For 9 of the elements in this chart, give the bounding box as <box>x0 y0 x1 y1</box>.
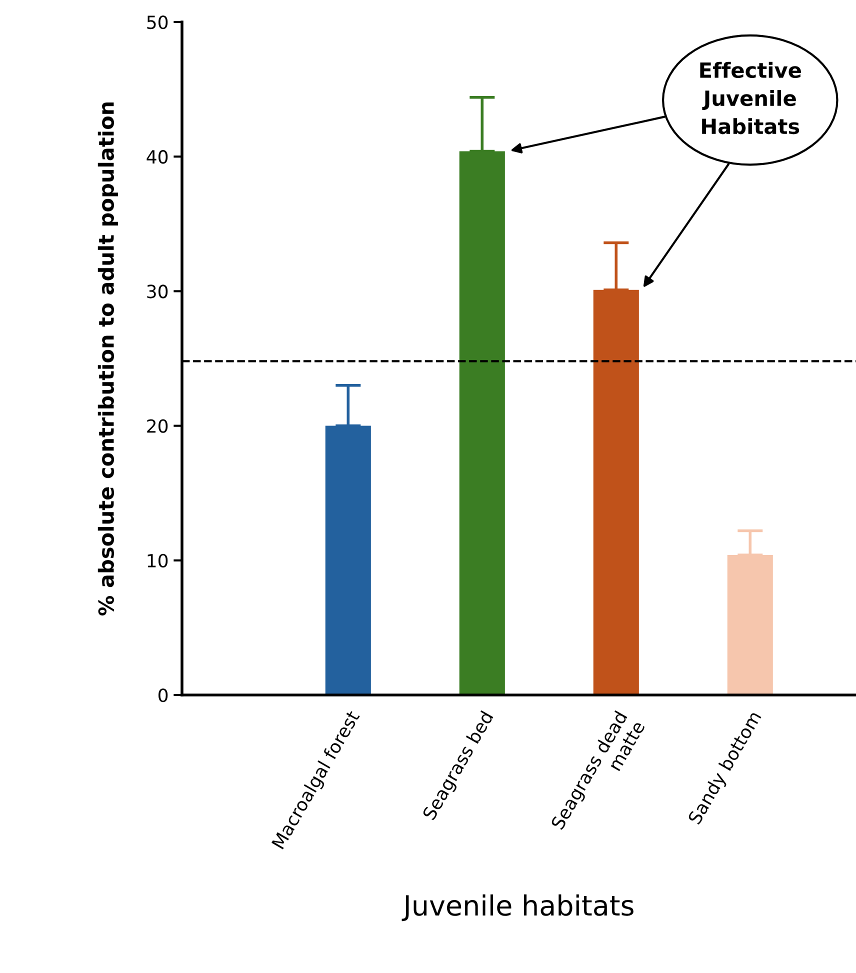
y-tick-label: 0 <box>158 688 168 702</box>
x-axis-title: Juvenile habitats <box>402 894 634 922</box>
y-tick-label: 50 <box>147 15 168 30</box>
y-tick-label: 10 <box>148 554 168 568</box>
annotation: Effective Juvenile Habitats <box>700 62 801 134</box>
y-tick-label: 20 <box>147 419 168 433</box>
y-tick-label: 30 <box>147 284 168 298</box>
y-axis-title: % absolute contribution to adult population <box>98 102 118 616</box>
y-tick-label: 40 <box>146 150 168 164</box>
